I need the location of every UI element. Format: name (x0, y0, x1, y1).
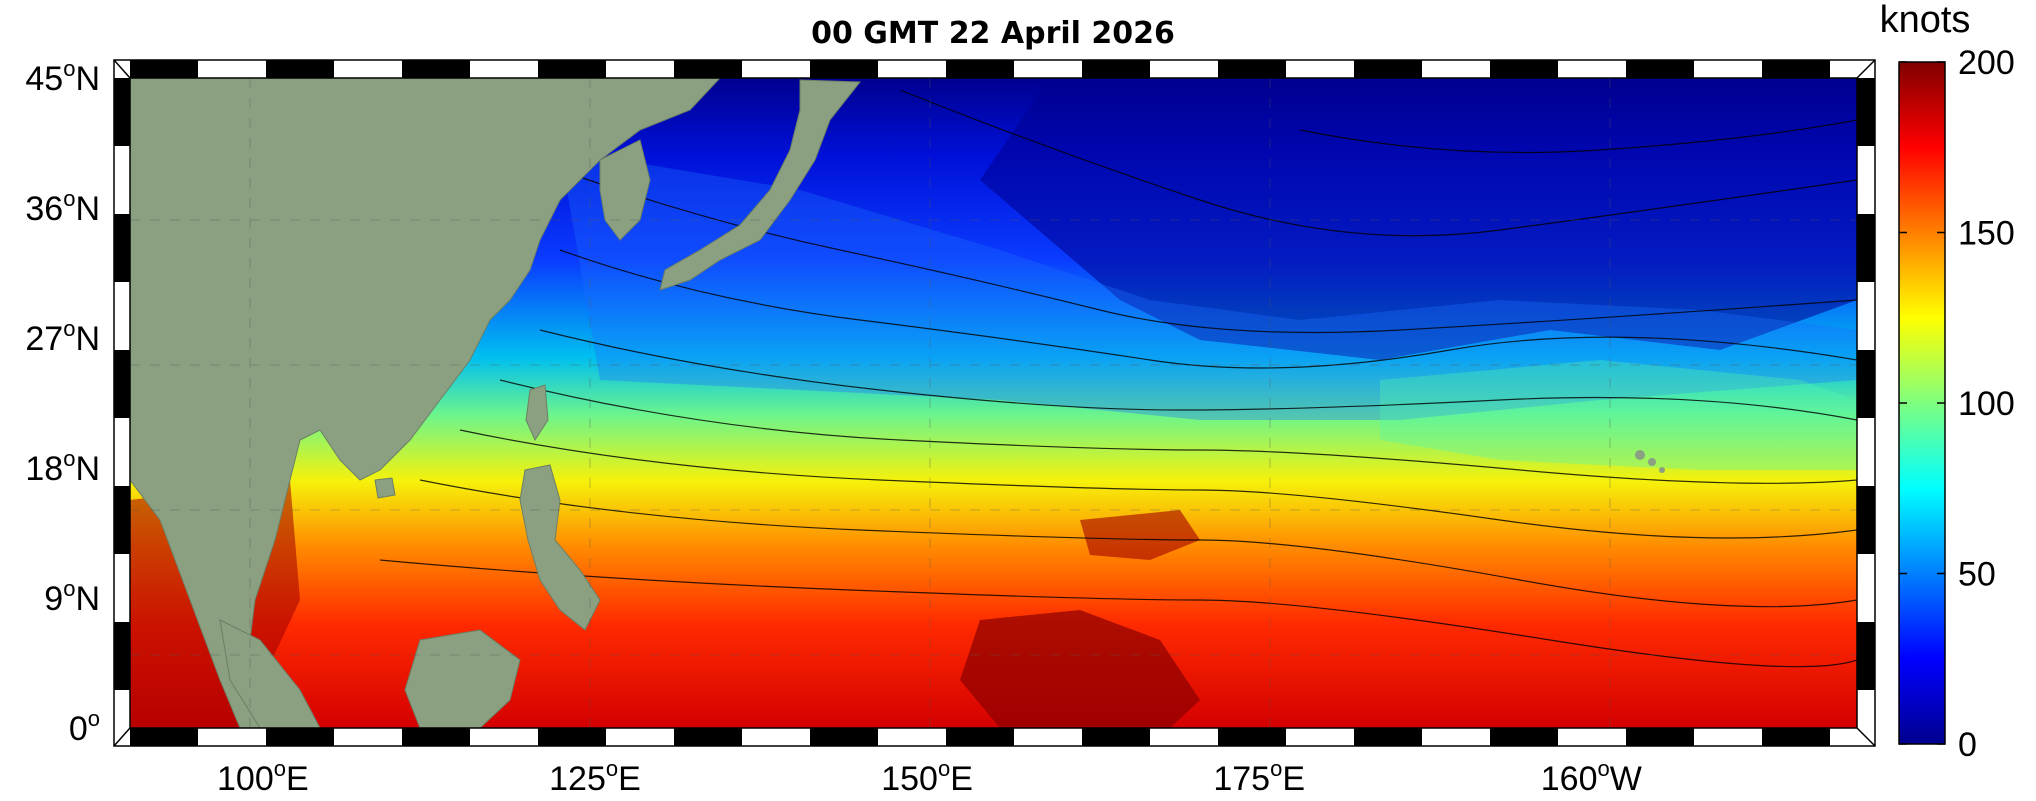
lat-label-27: 27oN (25, 316, 100, 358)
lon-label-125E: 125oE (549, 756, 641, 798)
japan (659, 79, 862, 291)
colorbar-tick-label-0: 0 (1958, 726, 1977, 764)
colorbar-tick-label-150: 150 (1958, 215, 2015, 253)
lon-label-160W: 160oW (1541, 756, 1642, 798)
lat-label-45: 45oN (25, 56, 100, 98)
lon-label-100E: 100oE (217, 756, 309, 798)
frame-corner-tl (113, 59, 131, 79)
lat-label-9: 9oN (44, 576, 100, 618)
philippines (519, 464, 601, 631)
taiwan (525, 384, 549, 442)
lat-label-36: 36oN (25, 186, 100, 228)
lon-label-175E: 175oE (1213, 756, 1305, 798)
jet-core-blue-band (560, 150, 1857, 420)
colorbar-units: knots (1880, 0, 1971, 41)
jet-core-dark-blue (980, 78, 1857, 360)
borneo (404, 629, 521, 728)
map-title: 00 GMT 22 April 2026 (811, 16, 1175, 51)
wind-speed-field (130, 78, 1857, 728)
longitude-labels: 100oE 125oE 150oE 175oE 160oW (217, 756, 1642, 798)
map-inner-border (129, 77, 1858, 729)
sumatra-malay (219, 619, 321, 728)
hawaii-islands (1635, 450, 1665, 473)
high-speed-dark-red-patch (960, 610, 1200, 728)
frame-corner-br (1856, 727, 1876, 747)
colorbar-tick-label-200: 200 (1958, 44, 2015, 82)
lat-label-0: 0o (69, 706, 100, 748)
colorbar-tick-label-100: 100 (1958, 385, 2015, 423)
latitude-labels: 45oN 36oN 27oN 18oN 9oN 0o (25, 56, 100, 748)
colorbar-ticks: 200 150 100 50 0 (1899, 44, 2015, 764)
hainan (374, 477, 396, 499)
lon-label-150E: 150oE (881, 756, 973, 798)
land-masses (130, 78, 862, 728)
asia-mainland (130, 78, 721, 728)
high-speed-dark-red-patch-2 (1080, 510, 1200, 560)
frame-corner-tr (1856, 59, 1876, 79)
graticule (130, 78, 1857, 728)
map-frame-ticks (114, 60, 1875, 746)
korea-peninsula (599, 139, 651, 241)
cyan-region (1380, 360, 1857, 470)
frame-corner-bl (113, 727, 131, 747)
colorbar-tick-label-50: 50 (1958, 556, 1996, 594)
lat-label-18: 18oN (25, 446, 100, 488)
